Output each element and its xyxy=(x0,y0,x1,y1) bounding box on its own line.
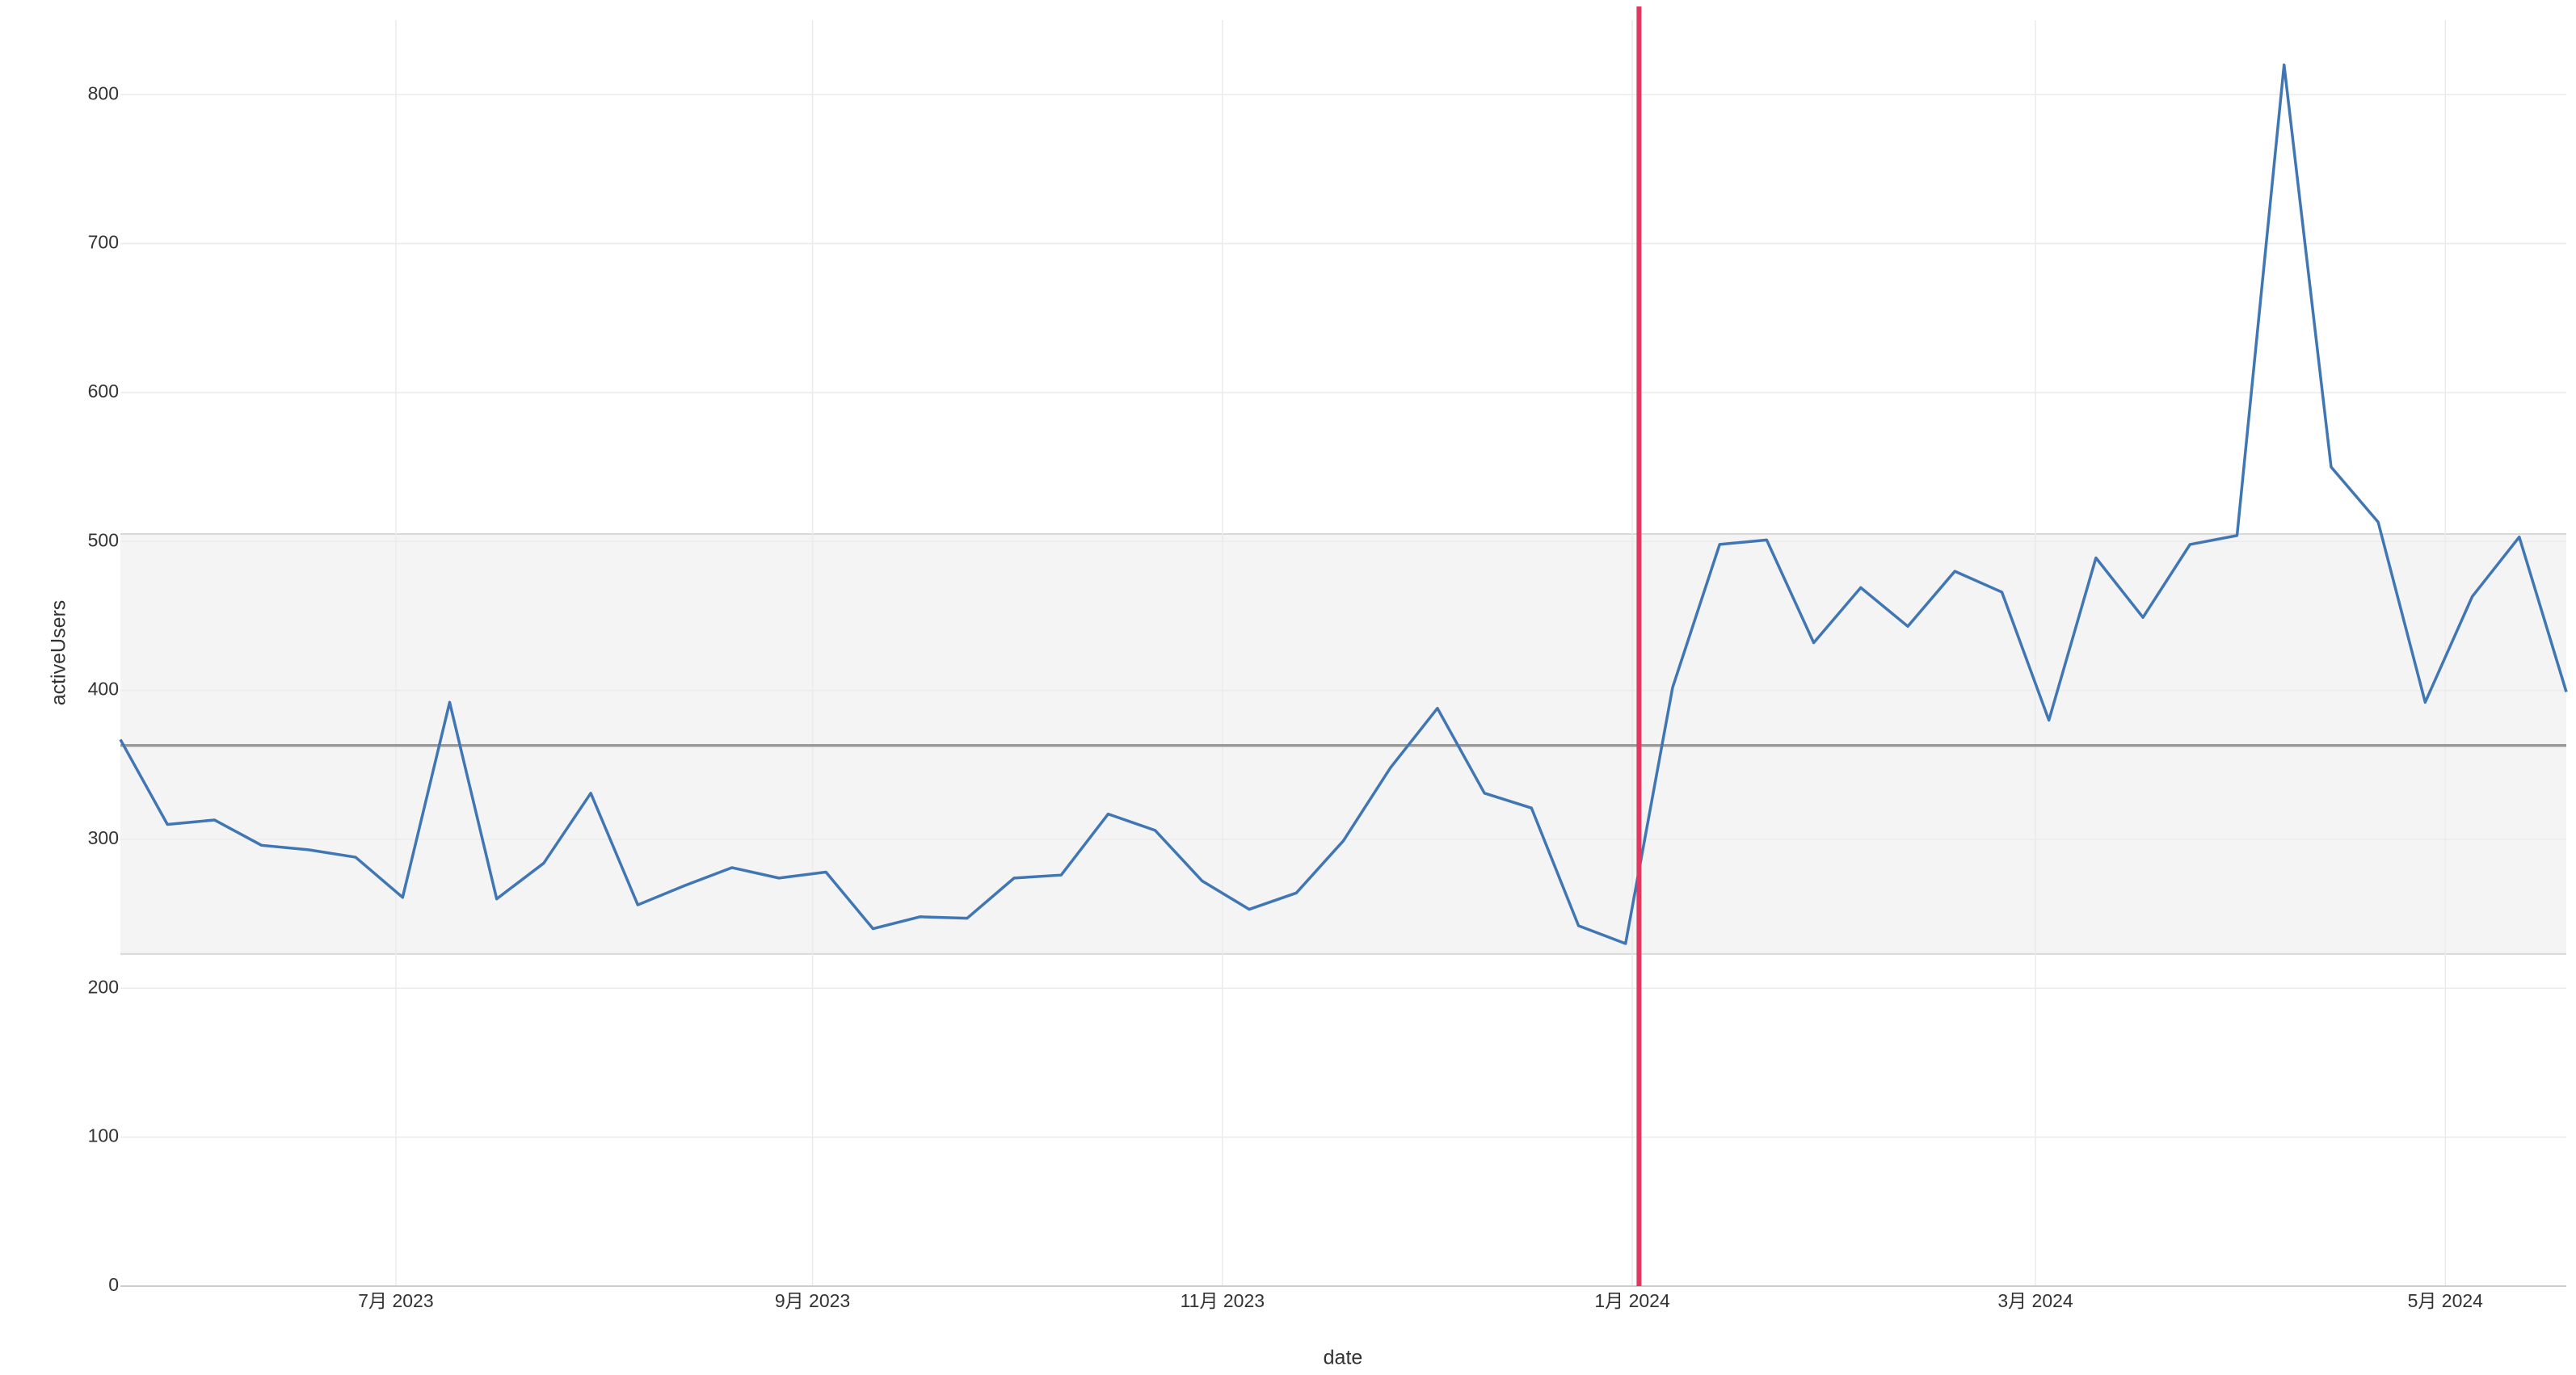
std-band xyxy=(120,534,2566,954)
series-line xyxy=(119,63,2568,945)
y-tick-label: 800 xyxy=(88,82,119,103)
y-tick-label: 500 xyxy=(88,529,119,550)
x-tick-label: 5月 2024 xyxy=(2408,1290,2484,1311)
y-tick-label: 400 xyxy=(88,679,119,700)
y-tick-label: 0 xyxy=(108,1274,119,1295)
x-tick-label: 9月 2023 xyxy=(775,1290,850,1311)
y-tick-label: 700 xyxy=(88,232,119,253)
x-tick-label: 11月 2023 xyxy=(1181,1290,1265,1311)
y-tick-label: 100 xyxy=(88,1125,119,1146)
x-axis-label: date xyxy=(1324,1347,1363,1369)
y-axis-label: activeUsers xyxy=(48,600,70,706)
y-tick-label: 300 xyxy=(88,827,119,848)
y-tick-label: 600 xyxy=(88,381,119,402)
x-tick-label: 3月 2024 xyxy=(1997,1290,2073,1311)
x-tick-label: 1月 2024 xyxy=(1594,1290,1670,1311)
y-tick-label: 200 xyxy=(88,976,119,997)
x-tick-label: 7月 2023 xyxy=(358,1290,433,1311)
